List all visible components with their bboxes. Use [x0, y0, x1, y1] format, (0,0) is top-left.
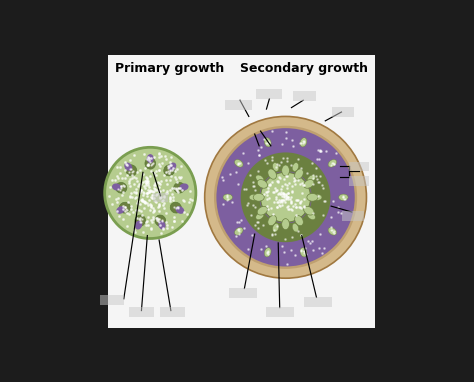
FancyBboxPatch shape	[100, 295, 124, 305]
Ellipse shape	[295, 169, 303, 179]
Ellipse shape	[292, 163, 299, 171]
Ellipse shape	[304, 180, 314, 188]
Ellipse shape	[116, 206, 125, 214]
Ellipse shape	[273, 163, 279, 171]
Ellipse shape	[147, 154, 154, 163]
Circle shape	[259, 171, 312, 223]
FancyBboxPatch shape	[342, 212, 364, 222]
Ellipse shape	[119, 202, 130, 213]
Ellipse shape	[268, 215, 276, 226]
Ellipse shape	[304, 206, 314, 215]
Ellipse shape	[170, 202, 182, 213]
Ellipse shape	[257, 180, 267, 188]
Ellipse shape	[145, 158, 155, 169]
Ellipse shape	[116, 183, 127, 193]
Ellipse shape	[235, 228, 243, 235]
Ellipse shape	[164, 165, 175, 176]
FancyBboxPatch shape	[332, 107, 354, 117]
Ellipse shape	[112, 183, 121, 191]
Ellipse shape	[179, 183, 189, 191]
Ellipse shape	[308, 212, 315, 220]
FancyBboxPatch shape	[225, 100, 252, 110]
Ellipse shape	[273, 223, 279, 232]
Ellipse shape	[308, 175, 315, 182]
Ellipse shape	[264, 138, 271, 147]
Ellipse shape	[264, 248, 271, 257]
Circle shape	[105, 147, 196, 238]
Ellipse shape	[313, 194, 322, 200]
Ellipse shape	[339, 194, 348, 201]
FancyBboxPatch shape	[229, 288, 257, 298]
Ellipse shape	[282, 165, 290, 176]
Circle shape	[217, 128, 355, 267]
FancyBboxPatch shape	[349, 162, 369, 171]
Ellipse shape	[235, 160, 243, 167]
Text: Secondary growth: Secondary growth	[240, 62, 368, 75]
Ellipse shape	[168, 162, 176, 171]
Circle shape	[205, 117, 366, 278]
FancyBboxPatch shape	[266, 307, 293, 317]
Ellipse shape	[158, 220, 165, 230]
Ellipse shape	[268, 169, 276, 179]
FancyBboxPatch shape	[349, 176, 369, 186]
FancyBboxPatch shape	[108, 55, 375, 328]
FancyBboxPatch shape	[129, 307, 154, 317]
Ellipse shape	[155, 215, 166, 226]
Ellipse shape	[300, 248, 307, 257]
Ellipse shape	[307, 193, 318, 201]
FancyBboxPatch shape	[256, 89, 283, 99]
Ellipse shape	[256, 175, 264, 182]
Circle shape	[261, 172, 310, 222]
Ellipse shape	[328, 228, 337, 235]
Ellipse shape	[124, 162, 132, 171]
Ellipse shape	[256, 212, 264, 220]
Ellipse shape	[328, 160, 337, 167]
Ellipse shape	[257, 206, 267, 215]
FancyBboxPatch shape	[304, 297, 332, 307]
FancyBboxPatch shape	[293, 91, 316, 101]
Ellipse shape	[135, 220, 142, 230]
Ellipse shape	[249, 194, 258, 200]
Ellipse shape	[253, 193, 264, 201]
Ellipse shape	[126, 165, 137, 176]
Ellipse shape	[135, 215, 146, 226]
Ellipse shape	[223, 194, 232, 201]
Circle shape	[241, 152, 330, 242]
Ellipse shape	[295, 215, 303, 226]
Circle shape	[214, 126, 357, 269]
FancyBboxPatch shape	[154, 193, 168, 202]
Ellipse shape	[173, 183, 185, 193]
Text: Primary growth: Primary growth	[115, 62, 224, 75]
Ellipse shape	[292, 223, 299, 232]
FancyBboxPatch shape	[160, 307, 185, 317]
Ellipse shape	[282, 219, 290, 230]
Ellipse shape	[300, 138, 307, 147]
Ellipse shape	[175, 206, 184, 214]
